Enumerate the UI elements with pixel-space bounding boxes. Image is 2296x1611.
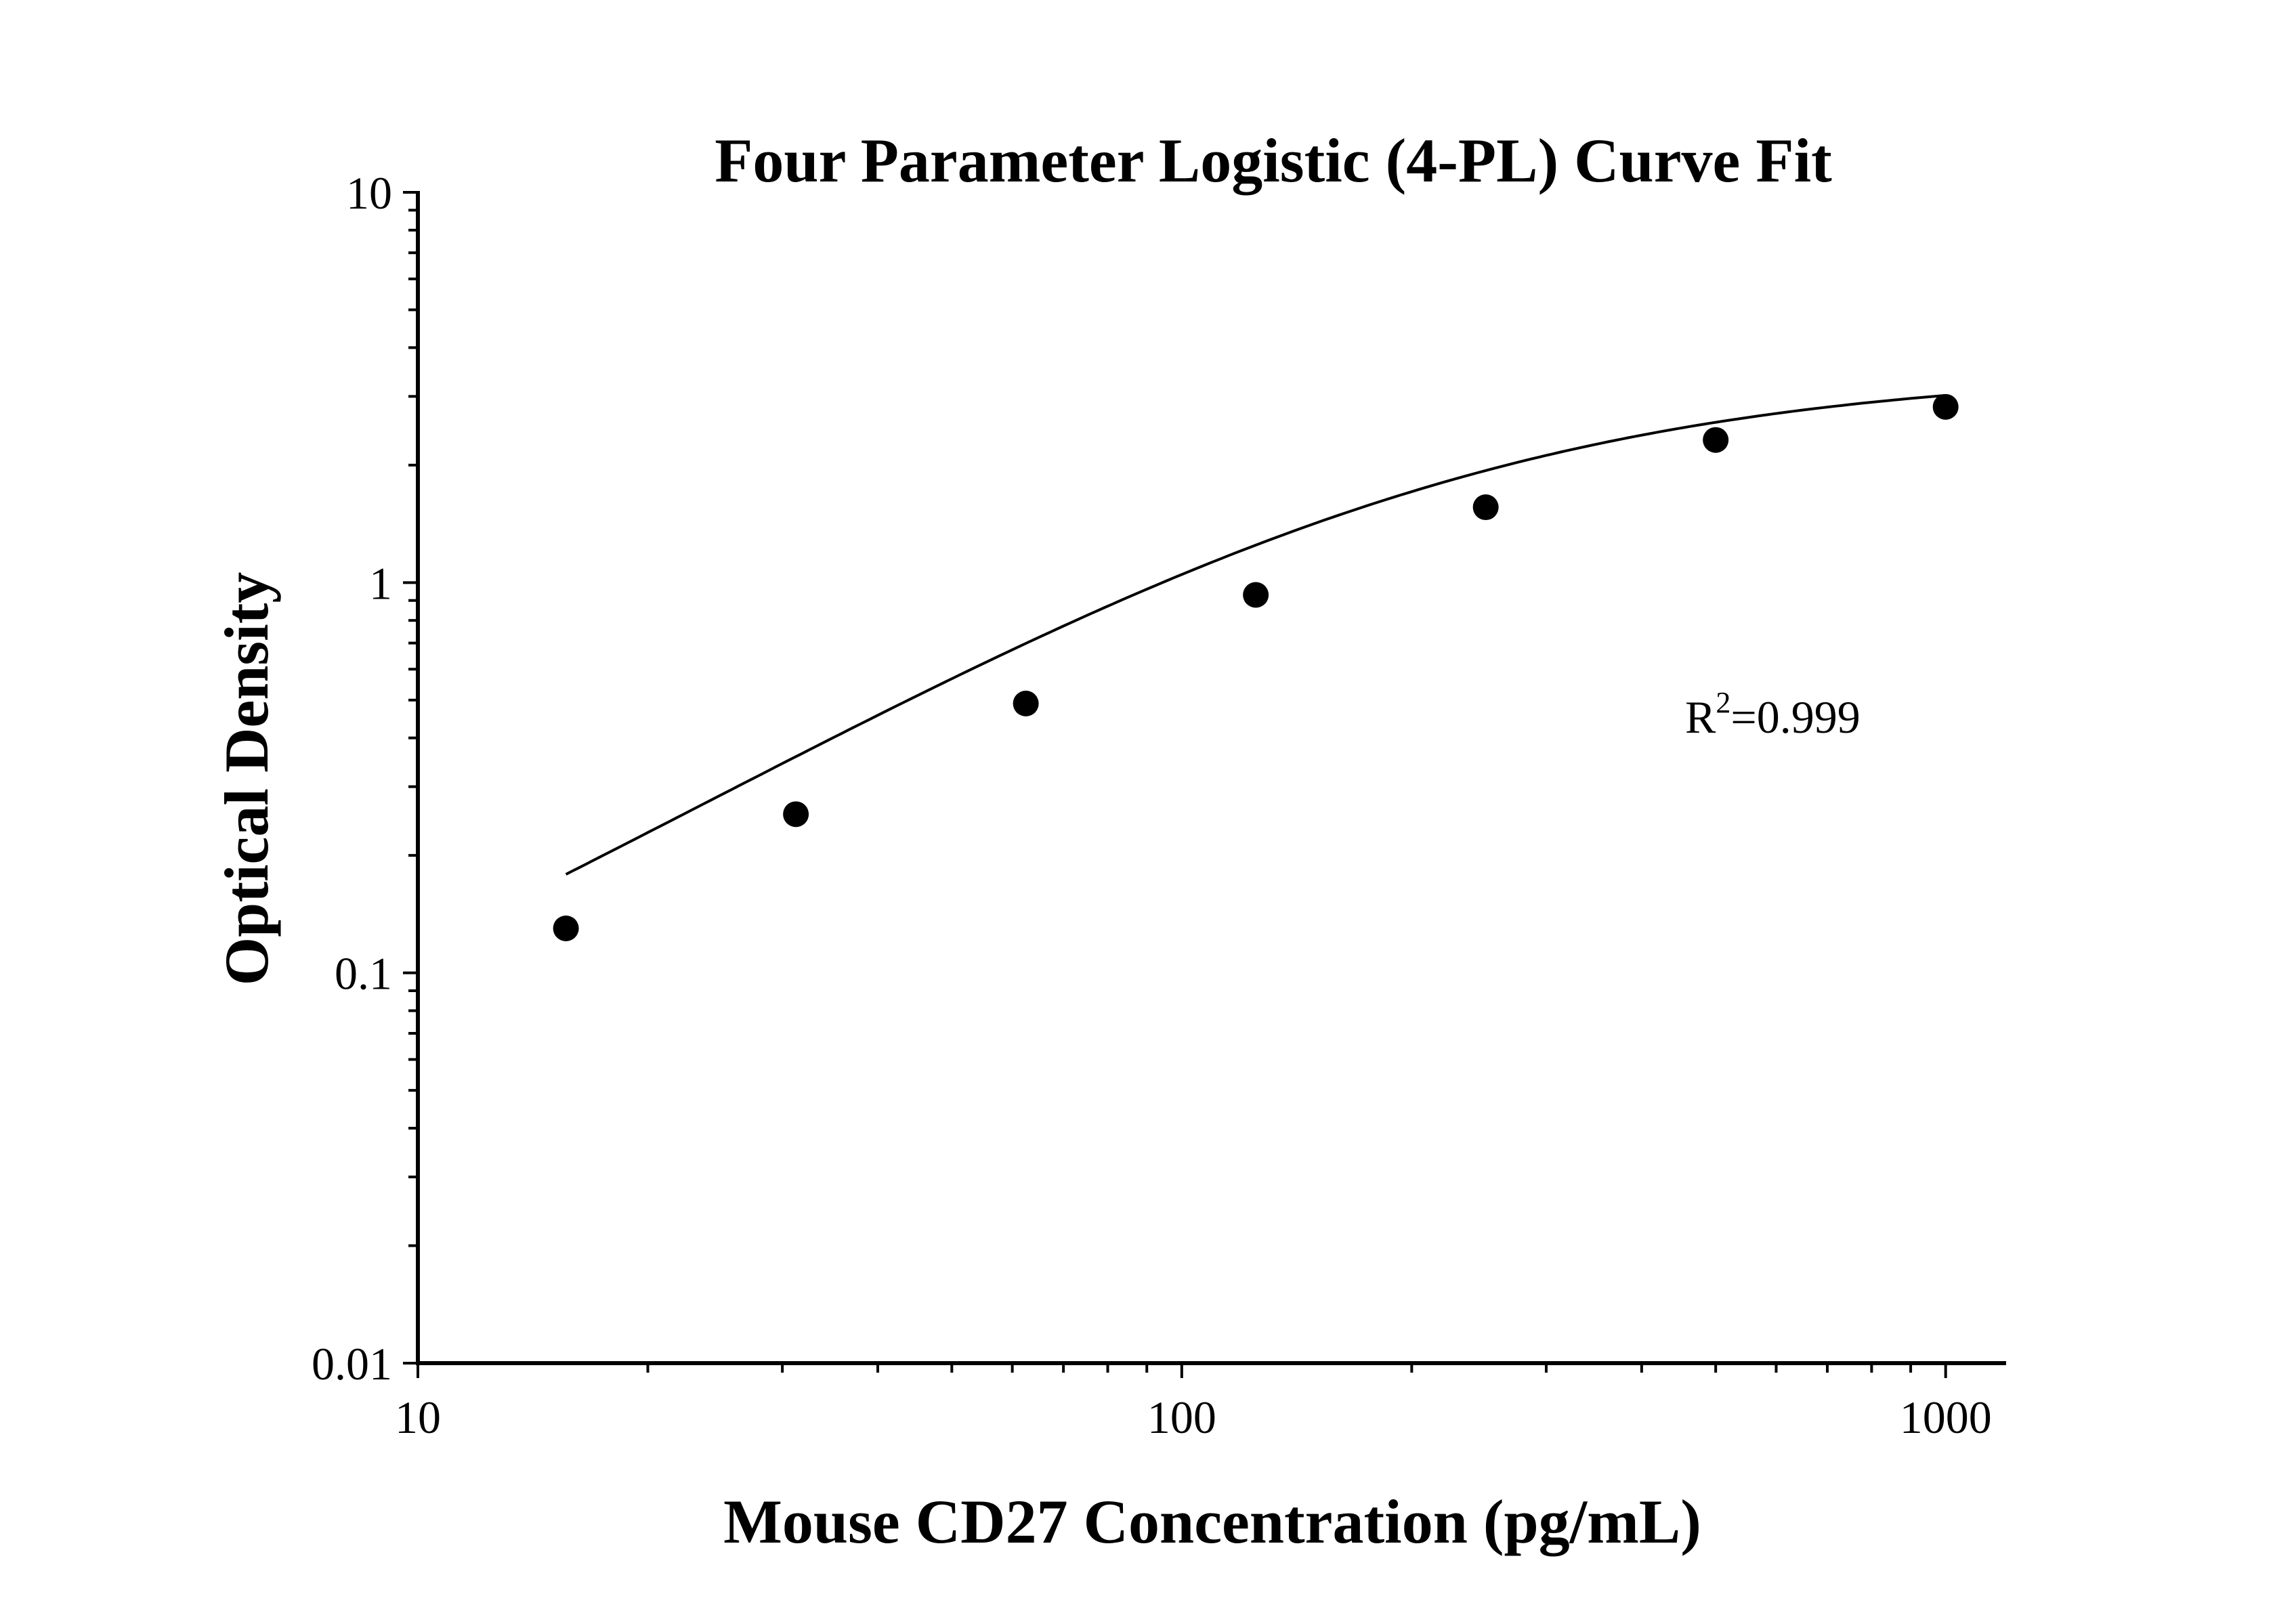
x-tick-label: 10	[395, 1392, 441, 1443]
y-tick-label: 0.1	[335, 948, 392, 1000]
data-point	[1932, 393, 1959, 420]
data-point	[1243, 582, 1269, 608]
data-points	[553, 393, 1959, 941]
axes	[416, 191, 2006, 1365]
y-tick-label: 1	[369, 557, 392, 609]
r-squared-superscript: 2	[1716, 686, 1730, 719]
fit-curve	[565, 393, 1946, 876]
x-tick-label: 1000	[1900, 1392, 1992, 1443]
data-point	[783, 801, 809, 828]
data-point	[1013, 690, 1039, 716]
r-squared-value: =0.999	[1730, 691, 1860, 743]
chart-title: Four Parameter Logistic (4-PL) Curve Fit	[715, 126, 1832, 195]
data-point	[553, 915, 579, 941]
data-point	[1472, 494, 1499, 521]
y-axis-label: Optical Density	[212, 572, 281, 986]
x-tick-label: 100	[1147, 1392, 1216, 1443]
y-tick-label: 10	[346, 167, 392, 219]
ticks	[403, 191, 1947, 1378]
tick-labels: 10 100 1000 0.01 0.1 1 10	[312, 167, 1992, 1443]
r-squared-annotation: R2=0.999	[1685, 686, 1861, 743]
y-tick-label: 0.01	[312, 1338, 392, 1390]
r-squared-base: R	[1685, 691, 1716, 743]
data-point	[1703, 427, 1729, 453]
x-axis-label: Mouse CD27 Concentration (pg/mL)	[723, 1487, 1701, 1556]
